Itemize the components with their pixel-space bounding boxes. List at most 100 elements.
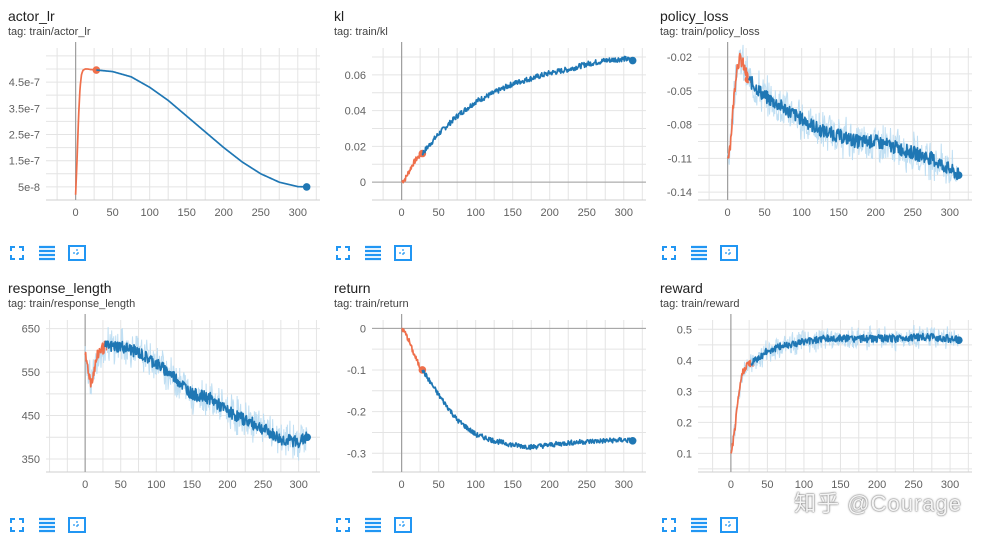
y-tick-label: -0.02 — [667, 52, 692, 64]
download-icon[interactable] — [394, 516, 412, 534]
toggle-log-icon[interactable] — [364, 516, 382, 534]
x-tick-label: 100 — [147, 479, 165, 491]
download-icon[interactable] — [720, 244, 738, 262]
y-tick-label: -0.1 — [347, 365, 366, 377]
x-tick-label: 50 — [759, 207, 771, 219]
x-tick-label: 300 — [941, 479, 959, 491]
x-tick-label: 200 — [541, 207, 559, 219]
x-tick-label: 100 — [466, 207, 484, 219]
y-tick-label: 450 — [22, 411, 40, 423]
chart-title: actor_lr — [8, 8, 55, 24]
y-tick-label: -0.14 — [667, 187, 692, 199]
chart-plot-policy-loss[interactable]: -0.14 -0.11 -0.08 -0.05 -0.02 0 50 100 150 200 250… — [652, 40, 978, 240]
y-tick-label: 0.06 — [345, 70, 366, 82]
toggle-log-icon[interactable] — [690, 244, 708, 262]
chart-plot-return[interactable]: -0.3 -0.2 -0.1 0 0 50 100 150 200 250 300 — [326, 312, 652, 512]
series-line-orange — [74, 68, 97, 195]
download-icon[interactable] — [68, 244, 86, 262]
watermark: 知乎 @Courage — [794, 491, 962, 516]
x-tick-label: 150 — [504, 479, 522, 491]
y-tick-label: 0 — [360, 323, 366, 335]
x-tick-label: 250 — [252, 207, 270, 219]
y-tick-label: 550 — [22, 367, 40, 379]
x-tick-label: 50 — [433, 479, 445, 491]
series-end-marker-blue[interactable] — [955, 336, 963, 344]
x-tick-label: 0 — [73, 207, 79, 219]
series-line-blue — [96, 69, 307, 188]
y-tick-label: -0.11 — [668, 153, 692, 165]
x-tick-label: 100 — [795, 479, 813, 491]
y-tick-label: 0.04 — [345, 106, 366, 118]
series-end-marker-orange[interactable] — [92, 66, 101, 74]
x-tick-label: 200 — [215, 207, 233, 219]
chart-toolbar — [8, 244, 86, 262]
y-tick-label: 0.1 — [677, 448, 692, 460]
fit-domain-icon[interactable] — [660, 516, 678, 534]
chart-plot-actor-lr[interactable]: 5e-8 1.5e-7 2.5e-7 3.5e-7 4.5e-7 0 50 100 150 200… — [0, 40, 326, 240]
x-tick-label: 50 — [433, 207, 445, 219]
x-tick-label: 0 — [399, 479, 405, 491]
y-tick-label: 350 — [22, 454, 40, 466]
y-tick-label: 3.5e-7 — [9, 103, 40, 115]
series-end-marker-blue[interactable] — [954, 171, 963, 180]
toggle-log-icon[interactable] — [38, 244, 56, 262]
y-tick-label: 0.3 — [677, 386, 692, 398]
x-tick-label: 150 — [183, 479, 201, 491]
x-tick-label: 50 — [761, 479, 773, 491]
y-tick-label: -0.08 — [667, 120, 692, 132]
chart-toolbar — [660, 516, 738, 534]
series-line-blue — [104, 340, 308, 449]
series-end-marker-blue[interactable] — [628, 56, 637, 65]
series-line-blue — [421, 55, 634, 156]
chart-title: response_length — [8, 280, 112, 296]
x-tick-label: 100 — [140, 207, 158, 219]
download-icon[interactable] — [68, 516, 86, 534]
fit-domain-icon[interactable] — [8, 516, 26, 534]
chart-card-policy-loss: policy_loss tag: train/policy_loss -0.14 -0… — [652, 0, 978, 270]
chart-plot-reward[interactable]: 0.1 0.2 0.3 0.4 0.5 0 50 100 150 200 250 300 — [652, 312, 978, 512]
toggle-log-icon[interactable] — [364, 244, 382, 262]
chart-toolbar — [660, 244, 738, 262]
x-tick-label: 250 — [904, 479, 922, 491]
chart-title: kl — [334, 8, 345, 24]
chart-title: reward — [660, 280, 703, 296]
chart-plot-kl[interactable]: 0 0.02 0.04 0.06 0 50 100 150 200 250 300 — [326, 40, 652, 240]
x-tick-label: 150 — [504, 207, 522, 219]
series-end-marker-blue[interactable] — [303, 433, 311, 442]
toggle-log-icon[interactable] — [38, 516, 56, 534]
chart-card-reward: reward tag: train/reward 0.1 0.2 0.3 0.4 0.5 0 5… — [652, 272, 978, 542]
series-end-marker-blue[interactable] — [628, 436, 637, 445]
chart-tag: tag: train/return — [334, 298, 409, 310]
y-tick-label: 0.4 — [677, 355, 692, 367]
x-tick-label: 0 — [725, 207, 731, 219]
series-line-blue — [747, 75, 960, 181]
chart-toolbar — [334, 244, 412, 262]
x-tick-label: 200 — [218, 479, 236, 491]
download-icon[interactable] — [394, 244, 412, 262]
fit-domain-icon[interactable] — [8, 244, 26, 262]
y-tick-label: 0.02 — [345, 141, 366, 153]
y-tick-label: 0 — [360, 177, 366, 189]
fit-domain-icon[interactable] — [334, 244, 352, 262]
chart-plot-response-length[interactable]: 350 450 550 650 0 50 100 150 200 250 300 — [0, 312, 326, 512]
fit-domain-icon[interactable] — [334, 516, 352, 534]
x-tick-label: 250 — [578, 207, 596, 219]
y-tick-label: -0.2 — [347, 407, 366, 419]
chart-title: return — [334, 280, 371, 296]
toggle-log-icon[interactable] — [690, 516, 708, 534]
x-tick-label: 300 — [289, 479, 307, 491]
y-tick-label: 4.5e-7 — [9, 77, 40, 89]
chart-tag: tag: train/actor_lr — [8, 26, 91, 38]
series-end-marker-blue[interactable] — [302, 183, 311, 191]
x-tick-label: 300 — [289, 207, 307, 219]
fit-domain-icon[interactable] — [660, 244, 678, 262]
x-tick-label: 150 — [178, 207, 196, 219]
x-tick-label: 100 — [792, 207, 810, 219]
chart-card-return: return tag: train/return -0.3 -0.2 -0.1 0 0 50 1… — [326, 272, 652, 542]
x-tick-label: 0 — [399, 207, 405, 219]
x-tick-label: 0 — [728, 479, 734, 491]
x-tick-label: 200 — [867, 207, 885, 219]
x-tick-label: 150 — [831, 479, 849, 491]
download-icon[interactable] — [720, 516, 738, 534]
y-tick-label: -0.3 — [347, 448, 366, 460]
